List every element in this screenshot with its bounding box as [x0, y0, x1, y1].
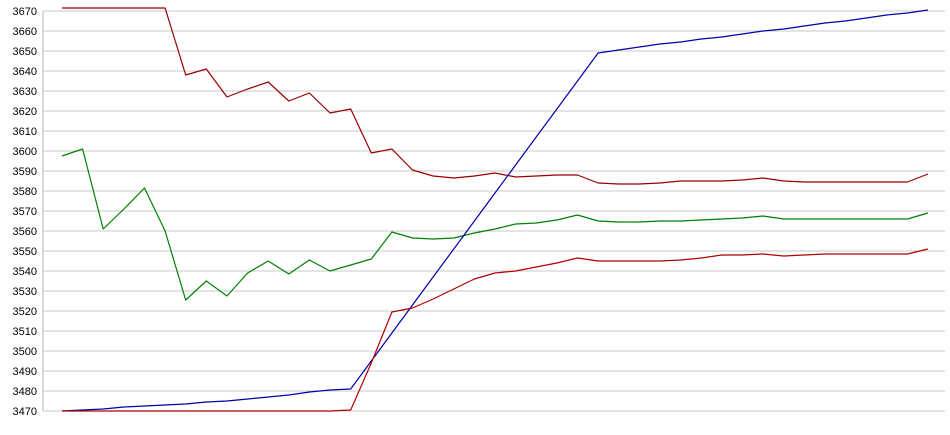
- y-axis-label: 3610: [13, 126, 37, 138]
- y-axis-label: 3480: [13, 386, 37, 398]
- y-axis-label: 3640: [13, 66, 37, 78]
- y-axis-label: 3660: [13, 26, 37, 38]
- y-axis-label: 3500: [13, 346, 37, 358]
- y-axis-label: 3560: [13, 226, 37, 238]
- y-axis-label: 3570: [13, 206, 37, 218]
- series-line-red-lower: [62, 248, 929, 412]
- series-line-green-middle: [61, 148, 929, 301]
- y-axis-label: 3620: [13, 106, 37, 118]
- series-line-blue-rising: [61, 9, 929, 412]
- y-axis-label: 3670: [13, 6, 37, 18]
- y-axis-label: 3520: [13, 306, 37, 318]
- y-axis-label: 3600: [13, 146, 37, 158]
- y-axis-label: 3580: [13, 186, 37, 198]
- y-axis-label: 3590: [13, 166, 37, 178]
- y-axis-label: 3630: [13, 86, 37, 98]
- y-axis-label: 3470: [13, 406, 37, 418]
- series-line-dark-red-upper: [62, 7, 929, 185]
- y-axis-label: 3550: [13, 246, 37, 258]
- y-axis-label: 3540: [13, 266, 37, 278]
- y-axis-label: 3510: [13, 326, 37, 338]
- y-axis-label: 3530: [13, 286, 37, 298]
- y-axis-label: 3650: [13, 46, 37, 58]
- y-axis-label: 3490: [13, 366, 37, 378]
